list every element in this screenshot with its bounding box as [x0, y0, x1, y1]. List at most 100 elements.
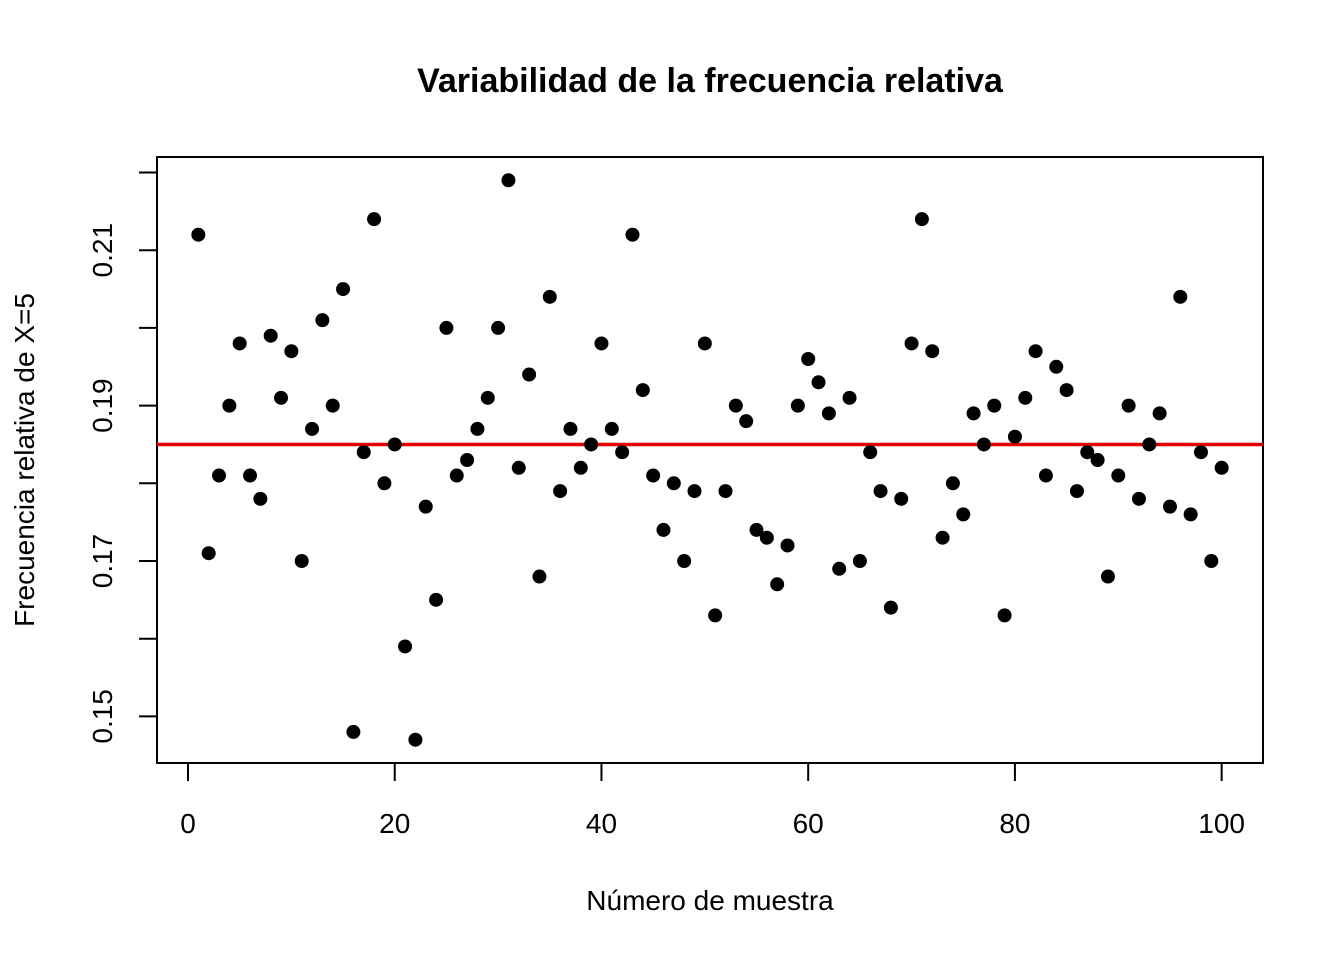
- data-point: [243, 468, 258, 483]
- x-tick-label: 20: [379, 808, 410, 839]
- data-point: [201, 546, 216, 561]
- data-point: [925, 344, 940, 359]
- data-point: [501, 173, 516, 188]
- data-point: [367, 212, 382, 227]
- data-point: [811, 375, 826, 390]
- data-point: [873, 484, 888, 499]
- data-point: [491, 320, 506, 335]
- data-point: [842, 390, 857, 405]
- data-point: [470, 421, 485, 436]
- data-point: [253, 491, 268, 506]
- data-point: [429, 592, 444, 607]
- data-point: [325, 398, 340, 413]
- y-tick-label: 0.19: [87, 378, 118, 433]
- data-point: [687, 484, 702, 499]
- data-point: [284, 344, 299, 359]
- data-point: [646, 468, 661, 483]
- data-point: [1214, 460, 1229, 475]
- data-point: [966, 406, 981, 421]
- data-point: [780, 538, 795, 553]
- data-point: [1173, 289, 1188, 304]
- data-point: [305, 421, 320, 436]
- data-point: [294, 554, 309, 568]
- data-point: [1100, 569, 1115, 584]
- data-point: [263, 328, 278, 343]
- data-point: [584, 437, 599, 452]
- data-point: [656, 522, 671, 537]
- data-point: [914, 212, 929, 227]
- data-point: [863, 445, 878, 460]
- x-axis-label: Número de muestra: [586, 885, 834, 916]
- data-point: [1059, 383, 1074, 398]
- data-point: [191, 227, 206, 242]
- data-point: [1090, 453, 1105, 467]
- data-point: [449, 468, 464, 483]
- data-point: [439, 320, 454, 335]
- data-point: [904, 336, 919, 351]
- data-point: [635, 383, 650, 398]
- data-point: [1049, 359, 1064, 374]
- data-point: [1018, 390, 1033, 405]
- data-point: [1142, 437, 1157, 452]
- data-point: [666, 476, 681, 491]
- data-point: [1028, 344, 1043, 359]
- data-point: [883, 600, 898, 615]
- data-point: [418, 499, 433, 514]
- data-point: [987, 398, 1002, 413]
- data-point: [739, 414, 754, 429]
- data-point: [274, 390, 289, 405]
- data-point: [935, 530, 950, 545]
- data-point: [336, 282, 351, 297]
- data-point: [480, 390, 495, 405]
- data-point: [1204, 554, 1219, 568]
- chart-title: Variabilidad de la frecuencia relativa: [417, 62, 1004, 100]
- x-tick-label: 0: [180, 808, 196, 839]
- data-point: [1080, 445, 1095, 460]
- data-point: [697, 336, 712, 351]
- data-point: [594, 336, 609, 351]
- data-point: [532, 569, 547, 584]
- data-point: [677, 554, 692, 568]
- x-axis: 0 20 40 60 80 100: [180, 762, 1245, 839]
- data-point: [222, 398, 237, 413]
- data-point: [522, 367, 537, 382]
- data-point: [315, 313, 330, 328]
- x-tick-label: 100: [1198, 808, 1245, 839]
- data-point: [790, 398, 805, 413]
- y-tick-label: 0.17: [87, 534, 118, 589]
- data-point: [1007, 429, 1022, 444]
- data-point: [1111, 468, 1126, 483]
- data-point: [852, 554, 867, 568]
- y-axis-label: Frecuencia relativa de X=5: [9, 293, 40, 627]
- data-point: [1121, 398, 1136, 413]
- data-point: [542, 289, 557, 304]
- data-point: [1193, 445, 1208, 460]
- data-point: [1152, 406, 1167, 421]
- data-point: [460, 453, 475, 467]
- data-point: [625, 227, 640, 242]
- data-point: [945, 476, 960, 491]
- data-point: [832, 561, 847, 576]
- data-point: [604, 421, 619, 436]
- data-point: [511, 460, 526, 475]
- data-point: [408, 732, 423, 747]
- x-tick-label: 80: [999, 808, 1030, 839]
- data-point: [1038, 468, 1053, 483]
- data-point: [387, 437, 402, 452]
- data-point: [821, 406, 836, 421]
- data-point: [770, 577, 785, 592]
- data-point: [212, 468, 227, 483]
- y-tick-label: 0.15: [87, 689, 118, 744]
- data-point: [346, 724, 361, 739]
- data-point: [356, 445, 371, 460]
- data-point: [398, 639, 413, 654]
- x-tick-label: 60: [793, 808, 824, 839]
- data-point: [749, 522, 764, 537]
- data-point: [573, 460, 588, 475]
- data-point: [997, 608, 1012, 623]
- data-point: [1162, 499, 1177, 514]
- data-point: [1069, 484, 1084, 499]
- data-point: [718, 484, 733, 499]
- data-point: [801, 352, 816, 366]
